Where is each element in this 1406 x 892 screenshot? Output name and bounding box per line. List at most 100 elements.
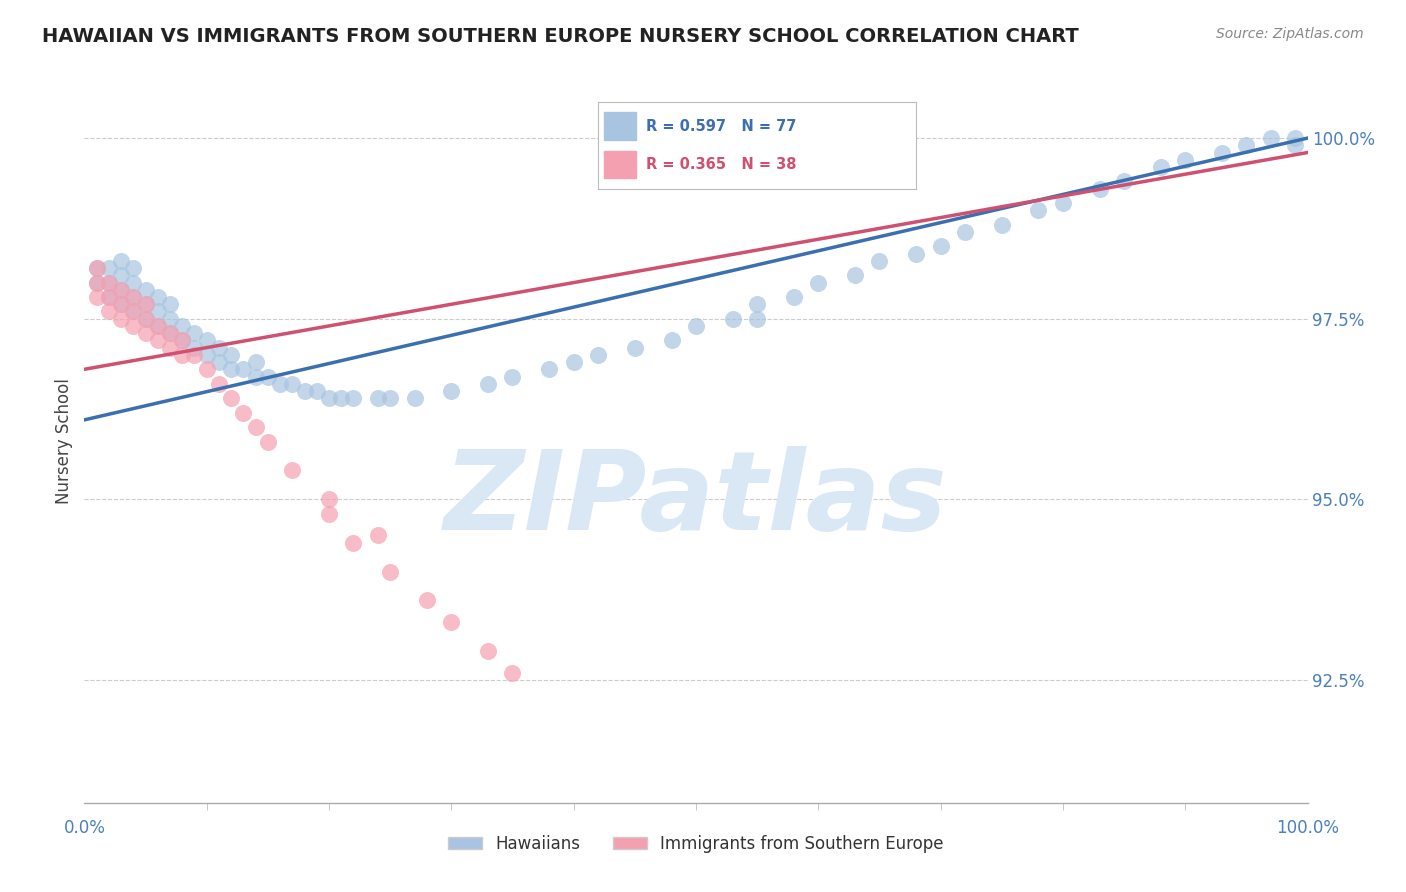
Point (367, 391, 389, 405)
Point (135, 311, 157, 326)
Point (844, 268, 866, 283)
Point (97, 276, 120, 290)
Point (86, 276, 108, 290)
Point (807, 276, 830, 290)
Point (110, 253, 132, 268)
Point (135, 326, 157, 340)
Point (219, 391, 242, 405)
Point (232, 406, 254, 420)
Point (404, 391, 426, 405)
Point (86, 276, 108, 290)
Point (146, 318, 169, 333)
Y-axis label: Nursery School: Nursery School (55, 378, 73, 505)
Point (269, 376, 291, 391)
Point (146, 318, 169, 333)
Point (146, 290, 169, 304)
Point (477, 644, 499, 658)
Point (1260, 131, 1282, 145)
Point (747, 297, 769, 311)
Point (318, 507, 340, 521)
Point (624, 341, 647, 355)
Point (159, 326, 181, 340)
Point (367, 528, 389, 542)
Point (110, 283, 132, 297)
Point (208, 355, 231, 369)
Point (747, 311, 769, 326)
Point (172, 334, 194, 348)
Point (1174, 153, 1197, 167)
Point (1211, 145, 1233, 160)
Point (440, 384, 463, 398)
Text: Source: ZipAtlas.com: Source: ZipAtlas.com (1216, 27, 1364, 41)
Point (97, 261, 120, 276)
Point (159, 326, 181, 340)
Point (208, 341, 231, 355)
Point (1150, 160, 1173, 174)
Point (991, 218, 1014, 232)
Point (232, 362, 254, 376)
Point (502, 665, 524, 680)
Point (135, 311, 157, 326)
Point (586, 348, 609, 362)
Point (929, 239, 952, 253)
Point (538, 362, 561, 376)
Point (294, 384, 316, 398)
Point (1088, 181, 1111, 195)
Point (1028, 203, 1050, 218)
Point (380, 565, 402, 579)
Point (86, 261, 108, 276)
Point (97, 290, 120, 304)
Point (122, 304, 145, 318)
Point (183, 348, 205, 362)
Point (281, 463, 304, 477)
Point (257, 369, 280, 384)
Point (135, 297, 157, 311)
Point (245, 369, 267, 384)
Point (245, 420, 267, 434)
Point (219, 348, 242, 362)
Point (97, 276, 120, 290)
Point (661, 334, 683, 348)
Point (122, 276, 145, 290)
Text: ZIPatlas: ZIPatlas (444, 446, 948, 553)
Point (502, 369, 524, 384)
Point (172, 348, 194, 362)
Point (122, 304, 145, 318)
Point (122, 318, 145, 333)
Point (110, 268, 132, 283)
Point (953, 225, 976, 239)
Point (257, 434, 280, 449)
Point (195, 334, 218, 348)
Point (1052, 196, 1074, 211)
Point (172, 334, 194, 348)
Point (86, 261, 108, 276)
Point (110, 311, 132, 326)
Point (97, 290, 120, 304)
Point (1114, 174, 1136, 188)
Point (685, 318, 707, 333)
Point (159, 341, 181, 355)
Point (416, 593, 439, 607)
Point (195, 348, 218, 362)
Point (477, 376, 499, 391)
Point (86, 290, 108, 304)
Point (330, 391, 353, 405)
Point (183, 341, 205, 355)
Point (208, 376, 231, 391)
Point (146, 334, 169, 348)
Legend: Hawaiians, Immigrants from Southern Europe: Hawaiians, Immigrants from Southern Euro… (441, 828, 950, 860)
Point (721, 311, 744, 326)
Point (195, 362, 218, 376)
Point (110, 283, 132, 297)
Point (183, 326, 205, 340)
Point (342, 391, 364, 405)
Point (783, 290, 806, 304)
Point (146, 304, 169, 318)
Point (905, 246, 928, 260)
Point (159, 311, 181, 326)
Point (110, 297, 132, 311)
Point (562, 355, 585, 369)
Point (281, 376, 304, 391)
Point (342, 535, 364, 549)
Point (172, 318, 194, 333)
